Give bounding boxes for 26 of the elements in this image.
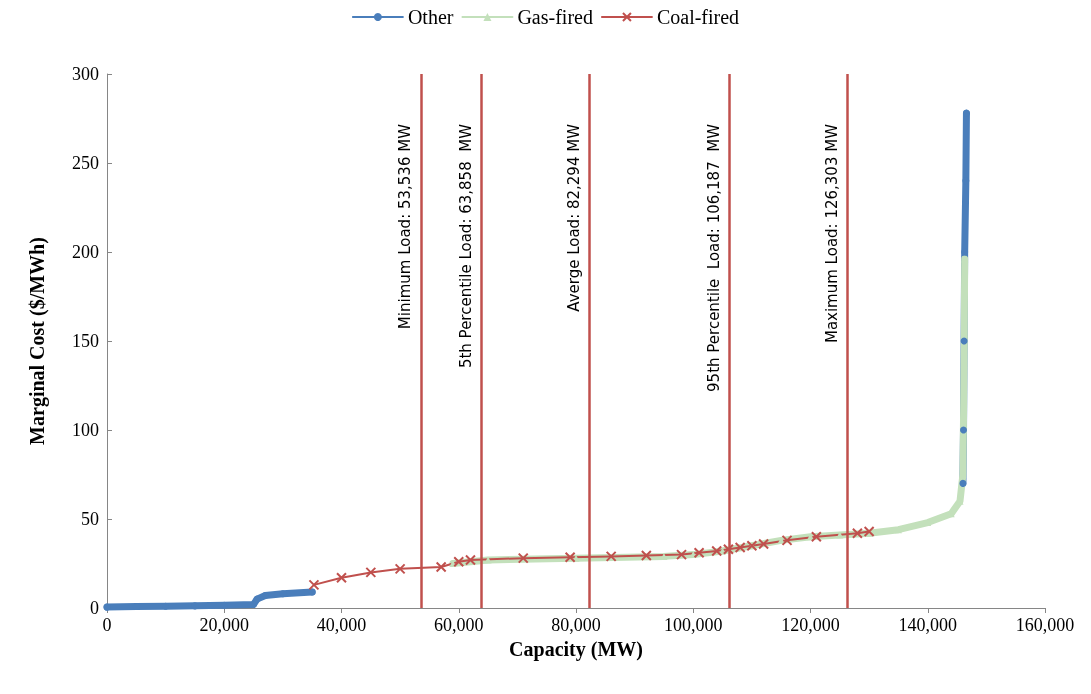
y-axis-title: Marginal Cost ($/MWh)	[26, 237, 49, 445]
y-tick-label: 50	[81, 509, 99, 529]
y-tick-label: 100	[72, 420, 99, 440]
y-tick-label: 150	[72, 331, 99, 351]
y-tick-label: 250	[72, 153, 99, 173]
x-tick-label: 20,000	[199, 615, 249, 635]
legend-label: Coal-fired	[656, 6, 740, 28]
x-tick-label: 40,000	[316, 615, 367, 635]
legend-label: Gas-fired	[517, 6, 593, 28]
x-tick-label: 140,000	[898, 615, 957, 635]
ref-line-label: 5th Percentile Load: 63,858 MW	[456, 123, 475, 369]
ref-line-label: 95th Percentile Load: 106,187 MW	[705, 123, 724, 392]
y-tick-label: 200	[72, 242, 99, 262]
x-tick-label: 160,000	[1015, 615, 1075, 635]
ref-line-label: Maximum Load: 126,303 MW	[822, 123, 841, 344]
x-tick-label: 80,000	[551, 615, 601, 635]
x-tick-label: 0	[102, 615, 112, 635]
x-tick-label: 100,000	[664, 615, 723, 635]
y-tick-label: 0	[90, 598, 99, 618]
legend-label: Other	[407, 6, 454, 28]
x-axis-title: Capacity (MW)	[509, 637, 643, 661]
x-tick-label: 120,000	[781, 615, 840, 635]
x-tick-label: 60,000	[434, 615, 484, 635]
ref-line-label: Minimum Load: 53,536 MW	[396, 123, 415, 330]
y-tick-label: 300	[72, 64, 99, 84]
ref-line-label: Averge Load: 82,294 MW	[564, 123, 583, 312]
